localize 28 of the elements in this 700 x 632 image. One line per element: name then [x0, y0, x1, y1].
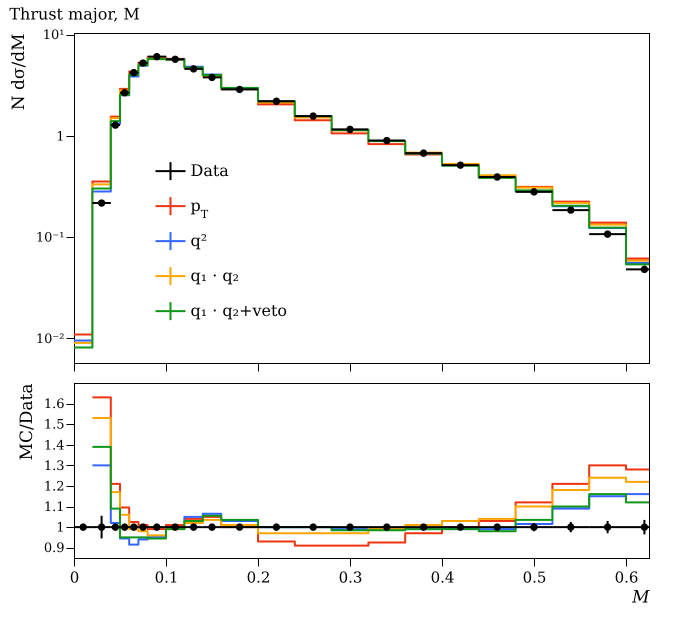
x-tick-label: 0.1	[154, 568, 178, 586]
legend-label: q₁ · q₂+veto	[190, 301, 288, 320]
legend-label: q₁ · q₂	[190, 266, 240, 286]
x-tick-label: 0.6	[614, 568, 638, 586]
x-tick-label: 0.3	[338, 568, 362, 586]
x-tick-label: 0	[70, 568, 80, 586]
y-tick-label: 1.1	[44, 500, 64, 516]
x-axis-title: M	[631, 588, 650, 608]
x-tick-label: 0.2	[246, 568, 270, 586]
y-tick-label: 1.5	[44, 418, 64, 433]
y-tick-label: 1	[56, 520, 64, 536]
y-tick-label: 1.2	[44, 479, 64, 494]
y-tick-label: 1.4	[44, 438, 64, 454]
y-tick-label: 10⁻¹	[36, 230, 64, 246]
y-tick-label: 10⁻²	[36, 332, 64, 347]
y-tick-label: 1.3	[44, 458, 64, 474]
legend-label: p$_{T}$	[190, 196, 209, 221]
y-tick-label: 1	[56, 129, 64, 144]
y-tick-label: 10¹	[42, 28, 64, 44]
legend-label: Data	[190, 161, 230, 180]
y-axis-title: N dσ/dM	[8, 34, 29, 110]
y-tick-label: 0.9	[44, 541, 64, 556]
x-tick-label: 0.5	[522, 568, 546, 586]
chart-title: Thrust major, M	[9, 4, 140, 24]
y-tick-label: 1.6	[44, 397, 64, 412]
x-tick-label: 0.4	[430, 568, 454, 586]
y-axis-title: MC/Data	[16, 384, 37, 460]
legend-label: q²	[190, 231, 208, 250]
